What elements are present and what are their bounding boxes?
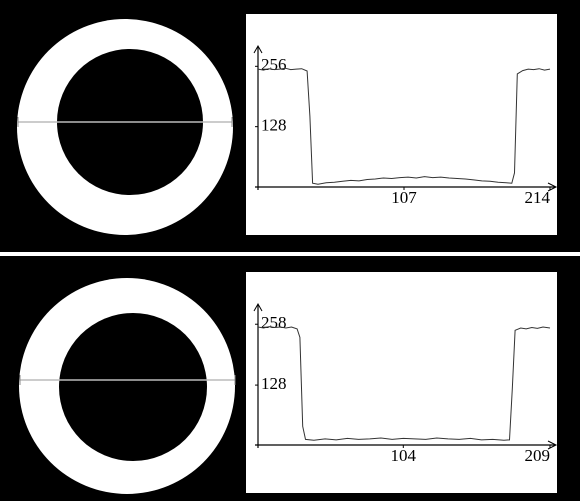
- x-tick-label: 107: [391, 188, 417, 207]
- ring-image-top: [17, 19, 233, 235]
- page: {"chart_data": [ {"type": "line", "xlim"…: [0, 0, 580, 501]
- y-tick-label: 256: [261, 55, 287, 74]
- y-tick-label: 258: [261, 313, 287, 332]
- disc: [59, 313, 207, 461]
- ring-image-bottom: [19, 278, 235, 494]
- x-tick-label: 209: [525, 446, 551, 465]
- x-tick-label: 214: [525, 188, 551, 207]
- y-tick-label: 128: [261, 116, 287, 135]
- figure: 128 256 107 214 128 258 104 209: [0, 0, 580, 501]
- separator: [0, 252, 580, 256]
- y-tick-label: 128: [261, 374, 287, 393]
- x-tick-label: 104: [391, 446, 417, 465]
